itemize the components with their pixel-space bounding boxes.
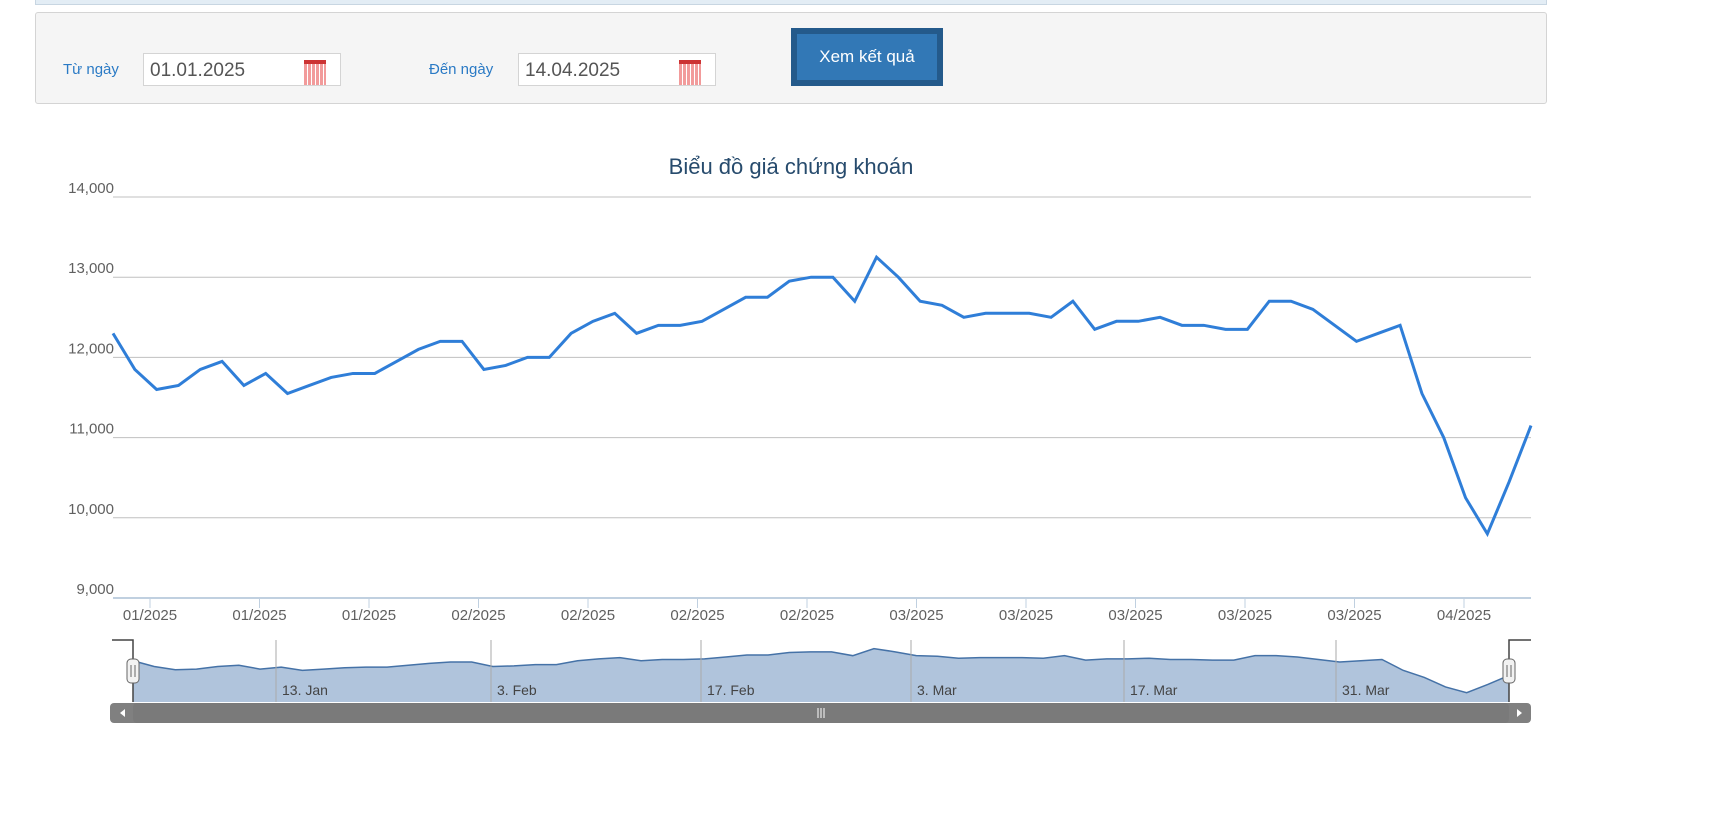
price-line bbox=[111, 254, 1533, 538]
navigator-area bbox=[133, 648, 1509, 702]
navigator-line bbox=[132, 647, 1510, 694]
to-date-label: Đến ngày bbox=[429, 61, 494, 78]
navigator-label: 17. Feb bbox=[707, 682, 755, 698]
scrollbar-grip-icon bbox=[817, 708, 825, 718]
view-results-label: Xem kết quả bbox=[797, 34, 937, 80]
x-tick-label: 03/2025 bbox=[999, 607, 1053, 624]
x-tick-label: 01/2025 bbox=[232, 607, 286, 624]
x-tick-label: 02/2025 bbox=[561, 607, 615, 624]
view-results-button[interactable]: Xem kết quả bbox=[791, 28, 943, 86]
x-tick-label: 03/2025 bbox=[1218, 607, 1272, 624]
y-tick-label: 11,000 bbox=[69, 421, 114, 438]
scroll-right-icon[interactable] bbox=[1517, 709, 1522, 717]
handle-grip-icon bbox=[130, 665, 136, 677]
navigator-label: 3. Mar bbox=[917, 682, 957, 698]
navigator[interactable]: 13. Jan 3. Feb 17. Feb 3. Mar 17. Mar 31. Mar bbox=[110, 639, 1531, 723]
x-tick-label: 01/2025 bbox=[342, 607, 396, 624]
handle-grip-icon bbox=[1506, 665, 1512, 677]
navigator-label: 13. Jan bbox=[282, 682, 328, 698]
x-tick-label: 03/2025 bbox=[889, 607, 943, 624]
to-date-value: 14.04.2025 bbox=[525, 60, 621, 81]
x-tick-label: 03/2025 bbox=[1327, 607, 1381, 624]
top-bar bbox=[35, 0, 1547, 5]
from-date-input[interactable]: 01.01.2025 bbox=[143, 53, 341, 86]
navigator-handle[interactable] bbox=[126, 658, 140, 684]
x-tick-label: 04/2025 bbox=[1437, 607, 1491, 624]
date-filter-panel: Từ ngày 01.01.2025 Đến ngày 14.04.2025 X… bbox=[35, 12, 1547, 104]
y-tick-label: 13,000 bbox=[68, 260, 114, 277]
navigator-label: 3. Feb bbox=[497, 682, 537, 698]
navigator-label: 31. Mar bbox=[1342, 682, 1390, 698]
calendar-icon[interactable] bbox=[304, 60, 326, 85]
scroll-left-icon[interactable] bbox=[120, 709, 125, 717]
chart-title: Biểu đồ giá chứng khoán bbox=[669, 154, 914, 179]
x-tick-label: 02/2025 bbox=[780, 607, 834, 624]
navigator-label: 17. Mar bbox=[1130, 682, 1178, 698]
navigator-handle[interactable] bbox=[1502, 658, 1516, 684]
y-tick-label: 12,000 bbox=[68, 340, 114, 357]
to-date-input[interactable]: 14.04.2025 bbox=[518, 53, 716, 86]
calendar-icon[interactable] bbox=[679, 60, 701, 85]
x-tick-label: 02/2025 bbox=[670, 607, 724, 624]
y-tick-label: 9,000 bbox=[76, 581, 114, 598]
from-date-value: 01.01.2025 bbox=[150, 60, 246, 81]
y-tick-label: 10,000 bbox=[68, 501, 114, 518]
y-tick-label: 14,000 bbox=[68, 180, 114, 197]
x-tick-label: 03/2025 bbox=[1108, 607, 1162, 624]
x-tick-label: 02/2025 bbox=[451, 607, 505, 624]
x-tick-label: 01/2025 bbox=[123, 607, 177, 624]
from-date-label: Từ ngày bbox=[63, 61, 119, 78]
